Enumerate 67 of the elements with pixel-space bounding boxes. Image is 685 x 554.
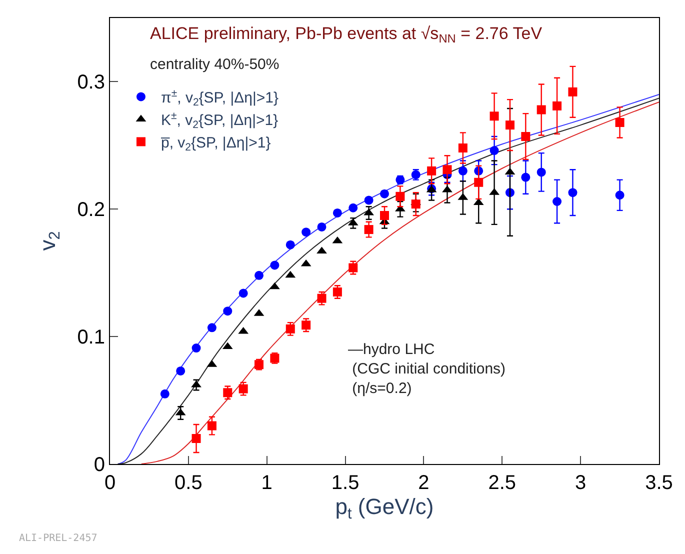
x-tick-label: 3 — [575, 472, 586, 494]
point — [223, 388, 232, 398]
text: ALI-PREL-2457 — [19, 533, 98, 544]
point — [192, 344, 201, 353]
point — [317, 294, 326, 303]
legend-label: p̅, v$_{2}${SP, |Δη|>1} — [160, 134, 271, 154]
point — [536, 105, 546, 114]
point — [364, 225, 374, 234]
point — [490, 146, 499, 156]
point — [505, 120, 514, 130]
point — [521, 172, 530, 182]
point — [615, 118, 624, 127]
point — [442, 165, 452, 174]
point — [348, 263, 358, 272]
x-tick-label: 3.5 — [645, 472, 673, 494]
point — [411, 200, 420, 209]
point — [286, 240, 295, 250]
point — [380, 211, 389, 220]
point — [302, 320, 311, 330]
text: centrality 40%-50% — [150, 56, 280, 73]
point — [490, 112, 499, 121]
annotation: —hydro LHC (CGC initial conditions) (η/s=0.2) — [348, 341, 506, 397]
point — [332, 208, 342, 218]
point — [270, 260, 280, 270]
point — [521, 132, 530, 142]
point — [615, 190, 624, 200]
x-tick-label: 1 — [261, 472, 272, 494]
point — [474, 178, 484, 187]
point — [238, 288, 248, 298]
point — [192, 434, 201, 444]
point — [396, 192, 405, 201]
point — [380, 189, 389, 198]
legend-label: π$^{±}$, v$_{2}${SP, |Δη|>1} — [160, 87, 278, 109]
y-tick-label: 0.2 — [77, 199, 105, 222]
point — [191, 380, 202, 388]
point — [568, 87, 578, 96]
point — [160, 389, 170, 398]
x-tick-label: 0.5 — [174, 472, 202, 494]
x-tick-label: 1.5 — [331, 472, 360, 494]
y-tick-label: 0 — [94, 454, 105, 476]
point — [568, 188, 578, 198]
point — [317, 222, 326, 232]
point — [286, 324, 295, 334]
point — [348, 203, 358, 212]
x-tick-label: 2.5 — [488, 472, 516, 494]
y-tick-label: 0.3 — [77, 72, 105, 94]
point — [364, 196, 374, 205]
chart-title: ALICE preliminary, Pb-Pb events at √s$_{NN}$ = 2.76 TeV — [150, 24, 543, 46]
point — [270, 282, 280, 290]
x-axis-title: p$_{t}$ (GeV/c) — [335, 494, 434, 523]
point — [207, 421, 216, 430]
y-tick-label: 0.1 — [77, 326, 105, 349]
point — [207, 323, 216, 332]
point — [536, 168, 546, 177]
point — [332, 287, 342, 296]
point — [427, 166, 436, 176]
point — [302, 228, 311, 237]
point — [458, 166, 468, 176]
x-tick-label: 2 — [418, 472, 430, 494]
point — [552, 197, 562, 206]
point — [458, 143, 468, 152]
legend-label: K$^{±}$, v$_{2}${SP, |Δη|>1} — [160, 110, 278, 132]
point — [254, 270, 264, 280]
point — [552, 101, 562, 110]
point — [223, 306, 232, 316]
point — [238, 384, 248, 394]
point — [176, 366, 186, 376]
